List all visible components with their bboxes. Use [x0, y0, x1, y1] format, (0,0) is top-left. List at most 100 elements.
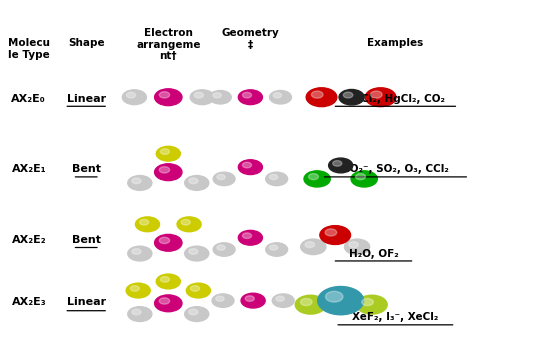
Circle shape — [216, 296, 224, 301]
Circle shape — [210, 91, 231, 104]
Circle shape — [122, 90, 146, 105]
Text: H₂O, OF₂: H₂O, OF₂ — [349, 248, 398, 259]
Text: Bent: Bent — [72, 235, 101, 245]
Circle shape — [339, 89, 364, 105]
Circle shape — [161, 277, 169, 282]
Circle shape — [212, 294, 234, 307]
Circle shape — [343, 92, 353, 98]
Text: Linear: Linear — [67, 94, 106, 104]
Circle shape — [213, 243, 235, 256]
Circle shape — [155, 295, 182, 312]
Circle shape — [305, 242, 315, 247]
Text: Shape: Shape — [68, 38, 104, 48]
Circle shape — [272, 294, 294, 307]
Circle shape — [213, 93, 221, 98]
Circle shape — [306, 88, 337, 107]
Circle shape — [185, 176, 209, 190]
Text: NO₂⁻, SO₂, O₃, CCl₂: NO₂⁻, SO₂, O₃, CCl₂ — [342, 164, 449, 175]
Circle shape — [356, 295, 387, 314]
Circle shape — [243, 162, 251, 168]
Circle shape — [325, 229, 337, 236]
Circle shape — [155, 234, 182, 251]
Circle shape — [266, 243, 288, 256]
Text: AX₂E₃: AX₂E₃ — [12, 297, 46, 307]
Circle shape — [309, 174, 318, 180]
Circle shape — [189, 309, 198, 315]
Circle shape — [320, 226, 350, 244]
Circle shape — [126, 92, 135, 98]
Circle shape — [304, 171, 330, 187]
Circle shape — [160, 298, 169, 304]
Circle shape — [160, 167, 169, 173]
Circle shape — [132, 249, 141, 254]
Circle shape — [245, 296, 254, 301]
Circle shape — [132, 309, 141, 315]
Text: Geometry
‡: Geometry ‡ — [222, 28, 279, 50]
Circle shape — [241, 293, 265, 308]
Circle shape — [194, 92, 204, 98]
Circle shape — [155, 89, 182, 106]
Circle shape — [276, 296, 284, 301]
Text: AX₂E₁: AX₂E₁ — [12, 164, 46, 175]
Circle shape — [186, 283, 211, 298]
Circle shape — [311, 91, 323, 98]
Circle shape — [140, 219, 148, 225]
Circle shape — [243, 92, 251, 98]
Circle shape — [189, 249, 198, 254]
Circle shape — [329, 158, 353, 173]
Text: Molecu
le Type: Molecu le Type — [8, 38, 50, 60]
Circle shape — [362, 298, 373, 305]
Circle shape — [273, 93, 282, 98]
Circle shape — [301, 239, 326, 255]
Circle shape — [238, 160, 262, 175]
Circle shape — [160, 237, 169, 244]
Circle shape — [326, 291, 343, 302]
Circle shape — [270, 245, 278, 250]
Circle shape — [295, 295, 326, 314]
Circle shape — [185, 246, 209, 261]
Text: AX₂E₂: AX₂E₂ — [12, 235, 46, 245]
Circle shape — [181, 219, 190, 225]
Text: Bent: Bent — [72, 164, 101, 175]
Circle shape — [300, 298, 312, 305]
Circle shape — [126, 283, 150, 298]
Circle shape — [270, 175, 278, 180]
Circle shape — [270, 91, 292, 104]
Text: XeF₂, I₃⁻, XeCl₂: XeF₂, I₃⁻, XeCl₂ — [352, 313, 438, 322]
Circle shape — [243, 233, 251, 239]
Circle shape — [344, 239, 370, 255]
Text: AX₂E₀: AX₂E₀ — [12, 94, 46, 104]
Circle shape — [318, 286, 364, 315]
Circle shape — [189, 178, 198, 184]
Circle shape — [238, 90, 262, 105]
Circle shape — [213, 172, 235, 186]
Circle shape — [135, 217, 160, 232]
Circle shape — [349, 242, 359, 247]
Circle shape — [128, 176, 152, 190]
Circle shape — [156, 146, 180, 161]
Circle shape — [333, 161, 342, 166]
Circle shape — [160, 92, 169, 98]
Circle shape — [155, 164, 182, 181]
Circle shape — [161, 149, 169, 155]
Circle shape — [355, 174, 366, 180]
Circle shape — [130, 286, 139, 291]
Circle shape — [156, 274, 180, 289]
Circle shape — [190, 90, 214, 105]
Circle shape — [217, 245, 225, 250]
Circle shape — [351, 171, 377, 187]
Text: Linear: Linear — [67, 297, 106, 307]
Circle shape — [217, 175, 225, 180]
Circle shape — [177, 217, 201, 232]
Text: BeCl₂, HgCl₂, CO₂: BeCl₂, HgCl₂, CO₂ — [346, 94, 445, 104]
Text: Electron
arrangeme
nt†: Electron arrangeme nt† — [136, 28, 201, 61]
Circle shape — [365, 88, 396, 107]
Circle shape — [190, 286, 200, 291]
Circle shape — [128, 307, 152, 321]
Circle shape — [371, 91, 382, 98]
Circle shape — [128, 246, 152, 261]
Circle shape — [132, 178, 141, 184]
Text: Examples: Examples — [367, 38, 424, 48]
Circle shape — [238, 231, 262, 245]
Circle shape — [185, 307, 209, 321]
